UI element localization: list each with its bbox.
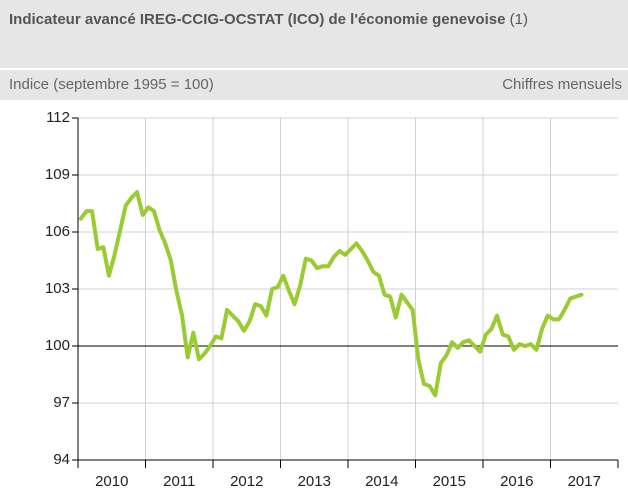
x-tick-label: 2012	[230, 473, 263, 490]
x-tick-label: 2014	[365, 473, 398, 490]
separator	[0, 68, 628, 70]
x-tick-label: 2010	[95, 473, 128, 490]
subtitle: Indice (septembre 1995 = 100)	[9, 76, 214, 93]
y-tick-label: 112	[46, 109, 70, 126]
chart-title: Indicateur avancé IREG-CCIG-OCSTAT (ICO)…	[9, 10, 569, 30]
x-tick-label: 2015	[433, 473, 466, 490]
header: Indicateur avancé IREG-CCIG-OCSTAT (ICO)…	[0, 0, 628, 100]
x-tick-label: 2011	[163, 473, 195, 490]
y-tick-label: 97	[53, 394, 70, 411]
y-tick-label: 106	[45, 223, 70, 240]
x-tick-label: 2013	[298, 473, 331, 490]
y-tick-label: 94	[53, 451, 70, 468]
x-tick-label: 2017	[568, 473, 601, 490]
x-tick-label: 2016	[500, 473, 533, 490]
title-text: Indicateur avancé IREG-CCIG-OCSTAT (ICO)…	[9, 11, 506, 28]
title-note: (1)	[509, 11, 528, 28]
note: Chiffres mensuels	[502, 76, 622, 93]
y-tick-label: 100	[45, 337, 70, 354]
y-tick-label: 109	[45, 166, 70, 183]
y-tick-label: 103	[45, 280, 70, 297]
data-line	[78, 190, 584, 398]
